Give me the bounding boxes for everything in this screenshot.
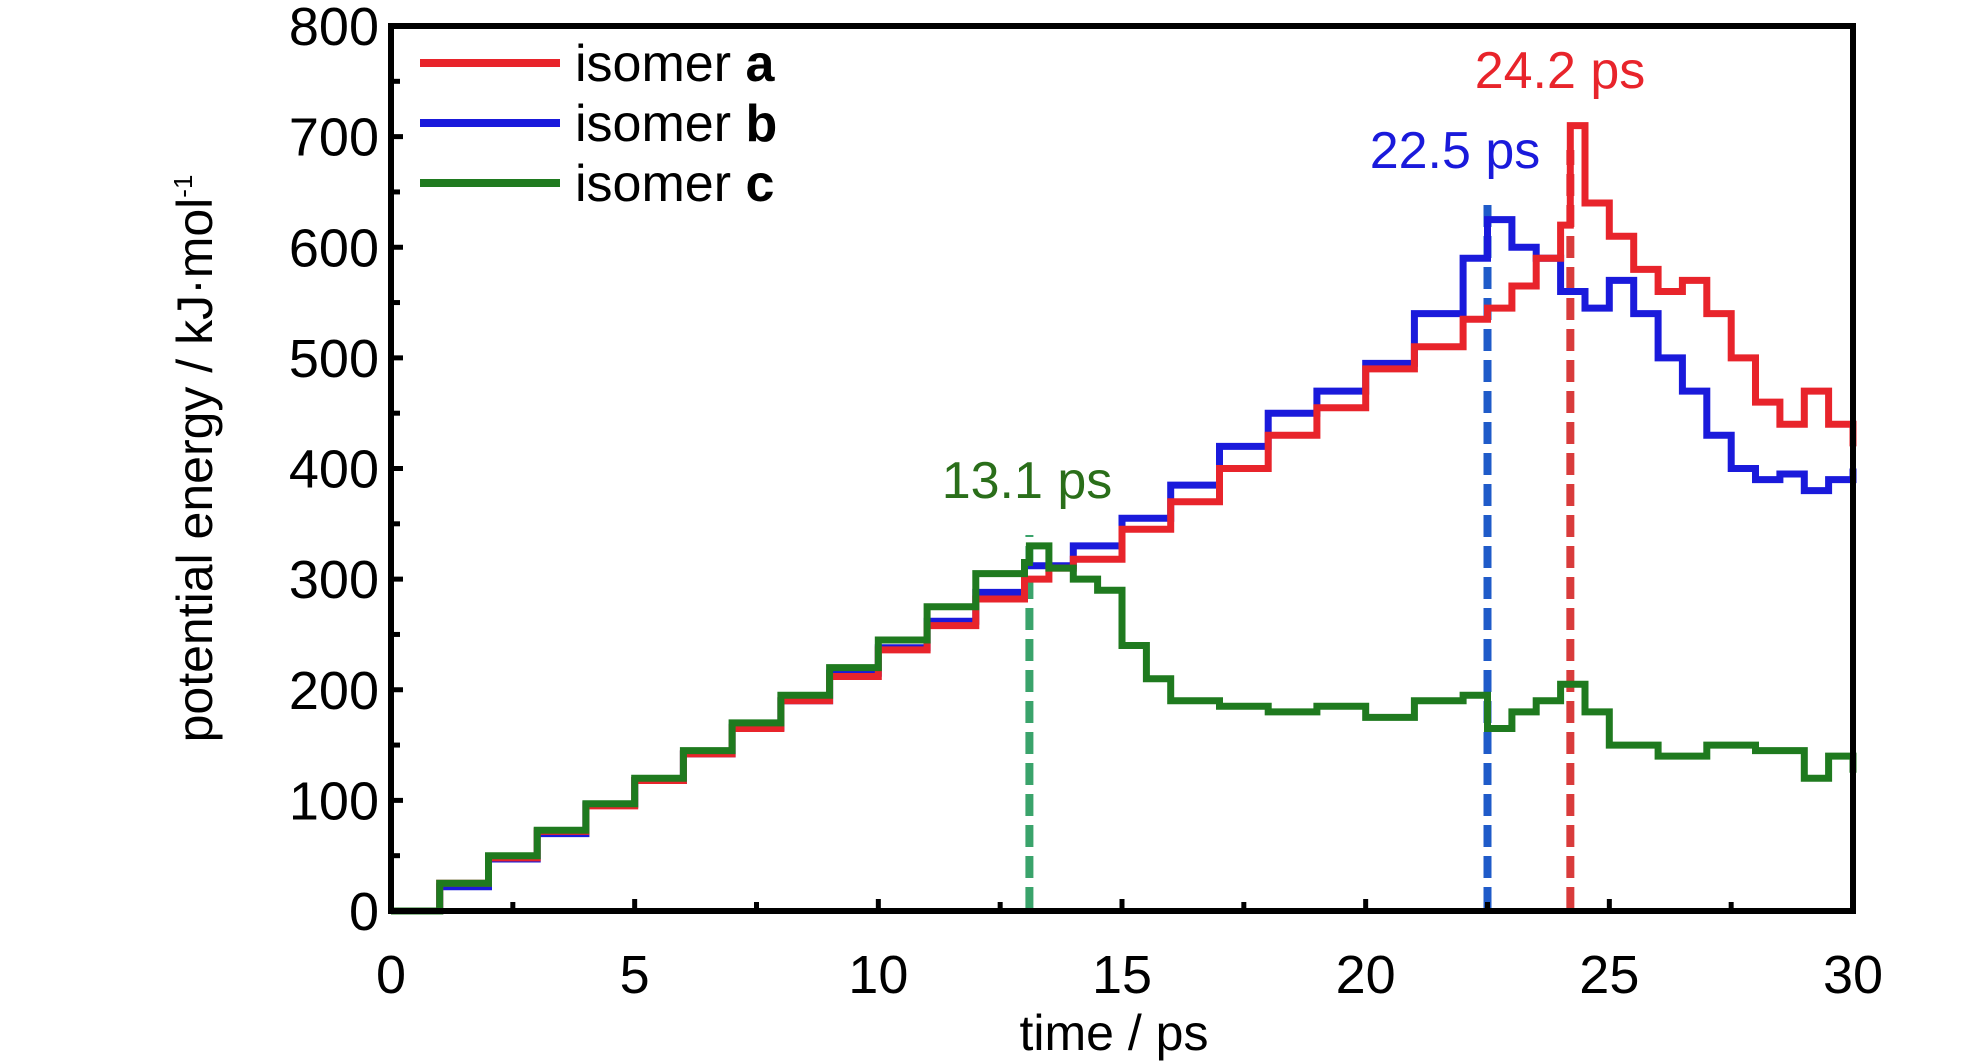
annotation-labels: 13.1 ps 22.5 ps 24.2 ps [942,42,1646,510]
y-tick-label: 400 [289,440,379,500]
y-tick-label: 300 [289,550,379,610]
series-layer [391,122,1857,915]
y-tick-label: 700 [289,108,379,168]
y-tick-label: 100 [289,771,379,831]
x-tick-label: 5 [620,945,650,1005]
y-tick-label: 200 [289,661,379,721]
x-tick-label: 10 [848,945,908,1005]
x-axis-label: time / ps [1020,1005,1209,1061]
legend-label-c: isomer c [575,155,774,213]
x-tick-label: 25 [1579,945,1639,1005]
marker-label-225: 22.5 ps [1370,122,1541,180]
marker-label-131: 13.1 ps [942,452,1113,510]
annotation-lines [1025,150,1575,909]
y-tick-label: 500 [289,329,379,389]
series-line-c [391,542,1857,915]
y-axis-label: potential energy / kJ·mol-1 [167,175,223,743]
y-tick-label: 800 [289,0,379,57]
x-tick-label: 0 [376,945,406,1005]
y-axis-label-superscript: -1 [168,175,198,198]
x-tick-label: 30 [1823,945,1883,1005]
x-tick-label: 20 [1336,945,1396,1005]
legend-label-b: isomer b [575,95,777,153]
legend-label-a: isomer a [575,35,775,93]
y-tick-label: 0 [349,882,379,942]
y-axis-label-main: potential energy / kJ·mol [167,198,223,743]
y-tick-label: 600 [289,218,379,278]
x-tick-label: 15 [1092,945,1152,1005]
marker-label-242: 24.2 ps [1475,42,1646,100]
